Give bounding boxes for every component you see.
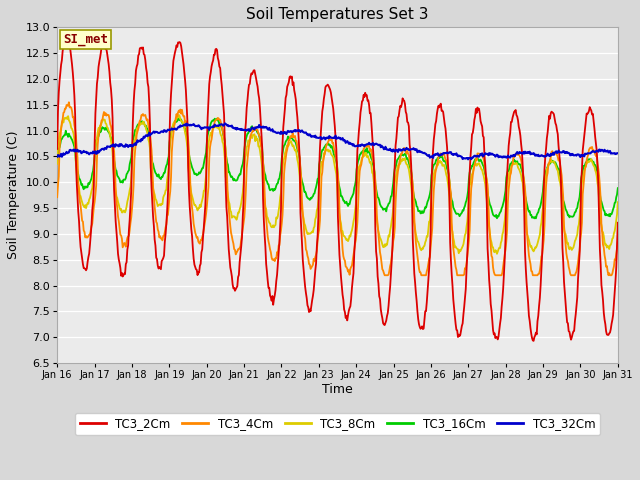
Title: Soil Temperatures Set 3: Soil Temperatures Set 3 <box>246 7 429 22</box>
Text: SI_met: SI_met <box>63 33 108 46</box>
Legend: TC3_2Cm, TC3_4Cm, TC3_8Cm, TC3_16Cm, TC3_32Cm: TC3_2Cm, TC3_4Cm, TC3_8Cm, TC3_16Cm, TC3… <box>75 413 600 435</box>
X-axis label: Time: Time <box>322 383 353 396</box>
Y-axis label: Soil Temperature (C): Soil Temperature (C) <box>7 131 20 259</box>
